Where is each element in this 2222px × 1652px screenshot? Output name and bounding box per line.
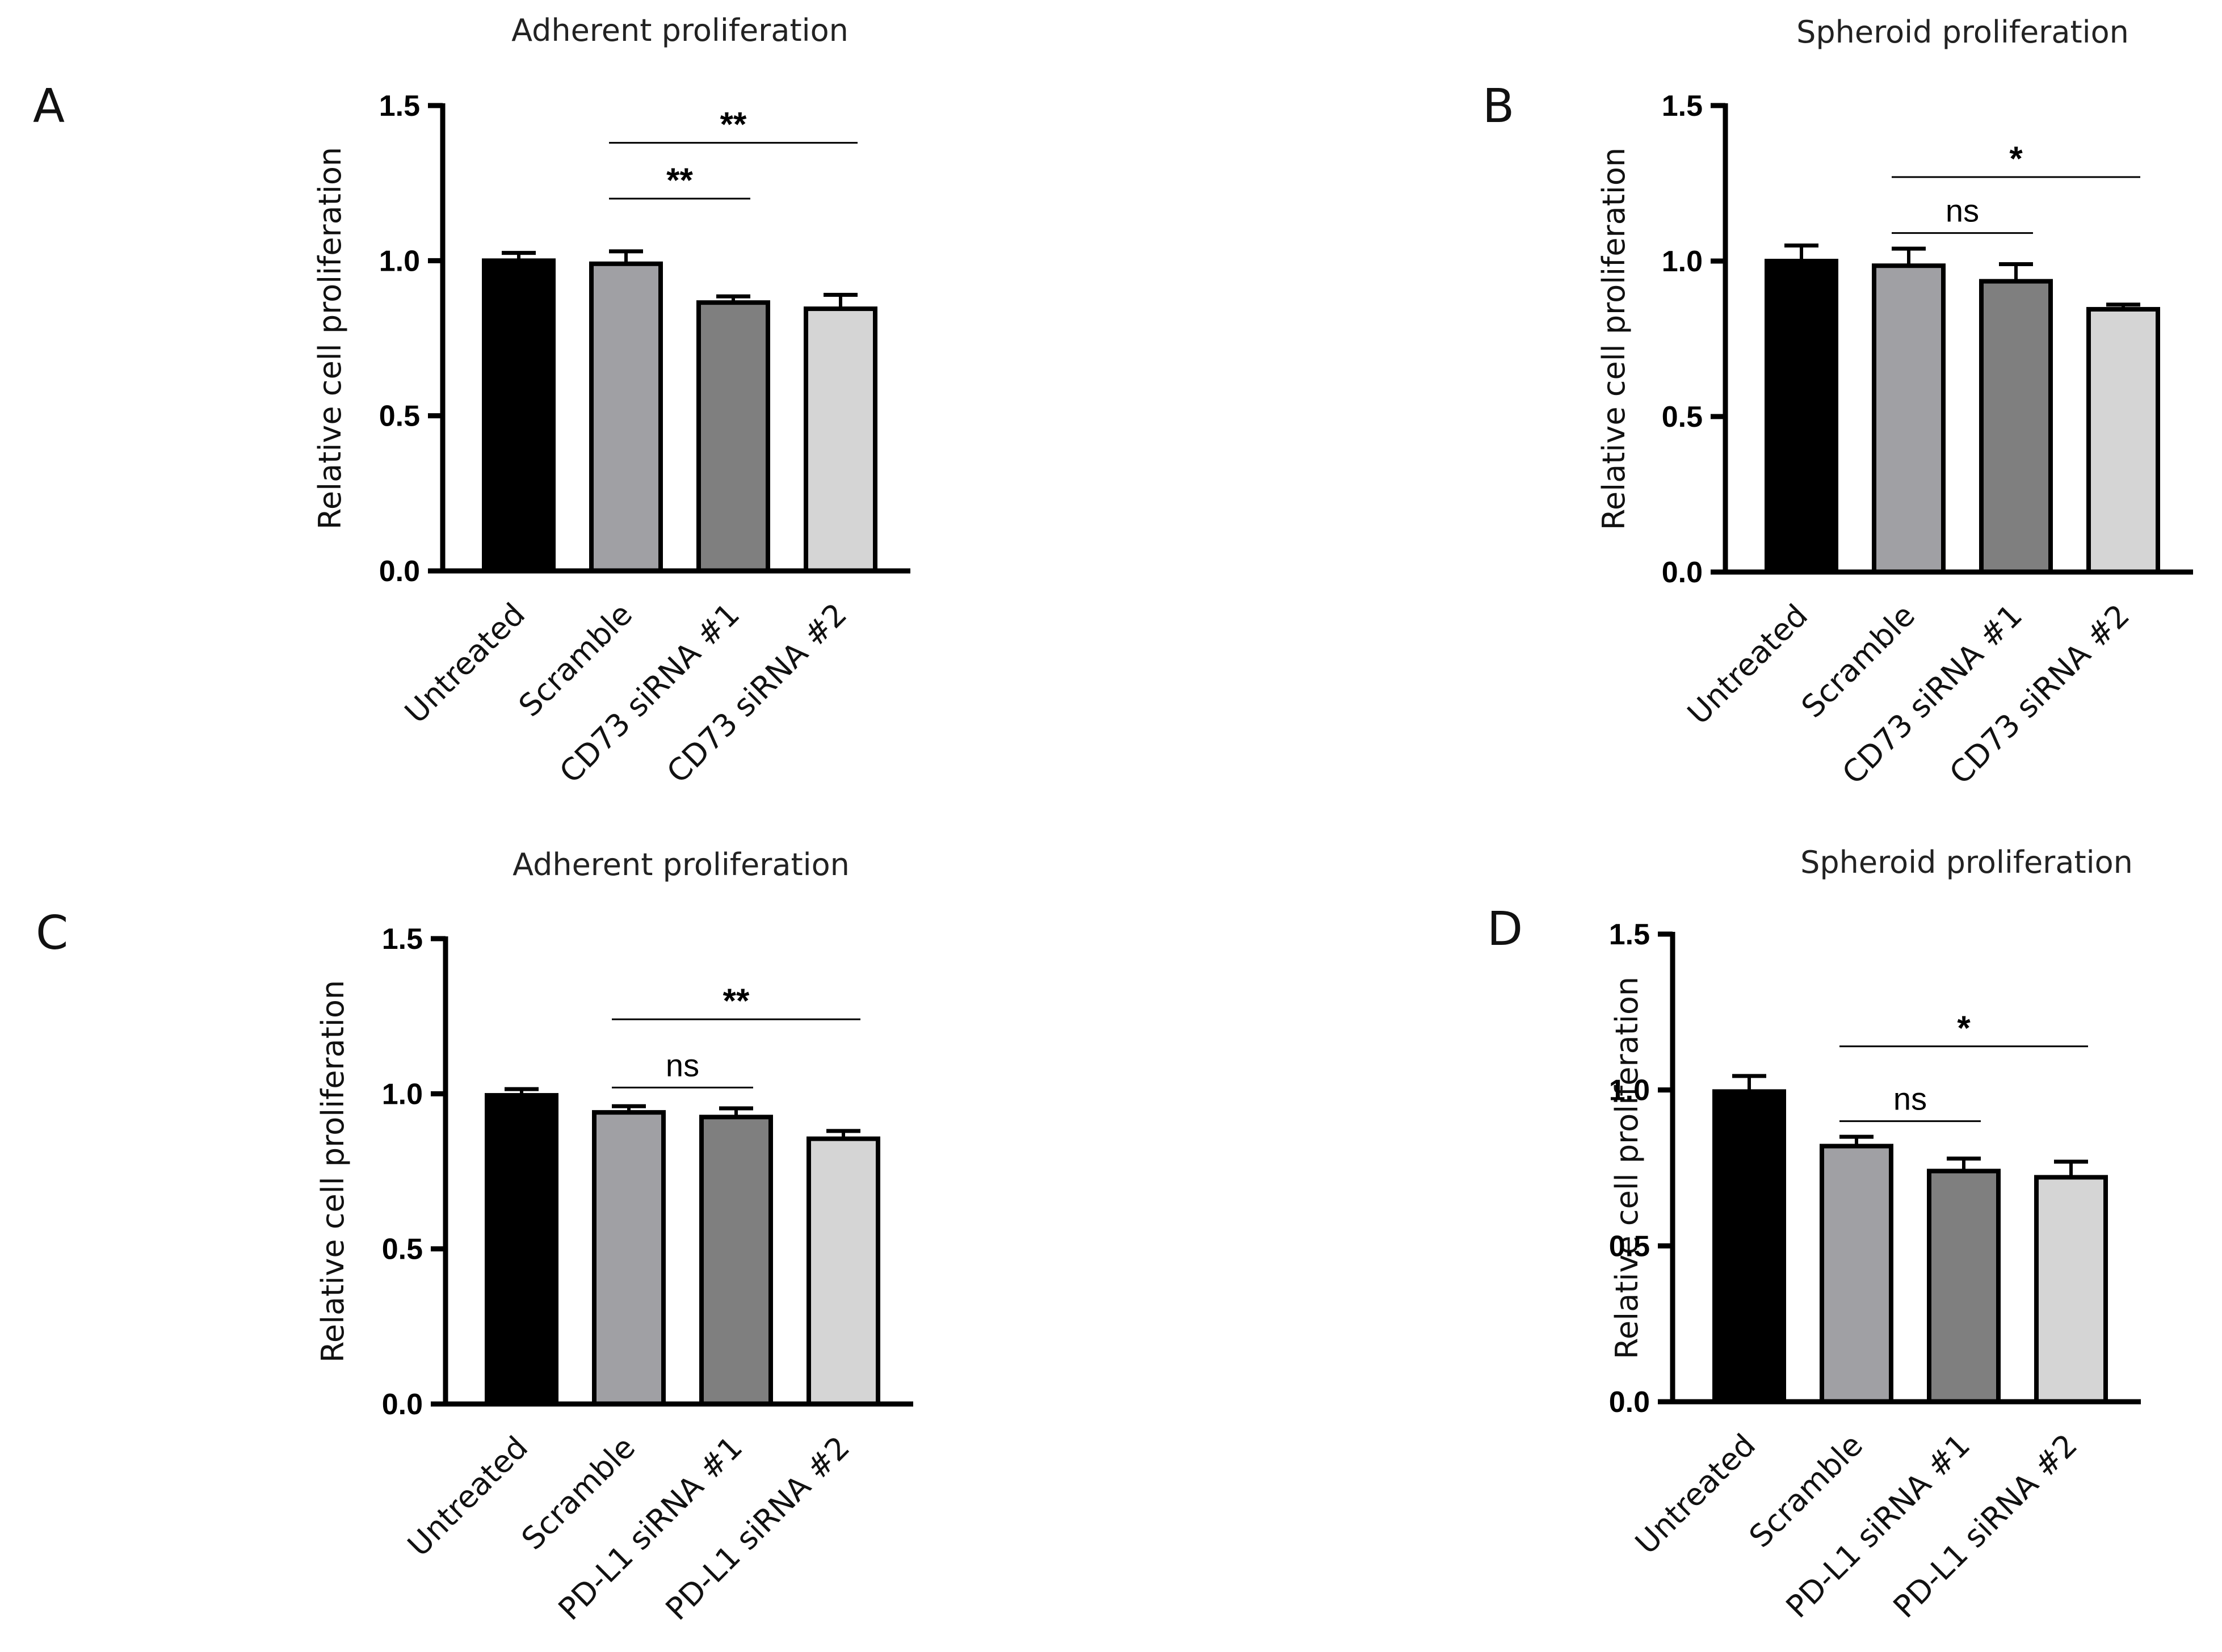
x-tick-label: PD-L1 siRNA #1: [1779, 1427, 1977, 1625]
significance-label: **: [720, 106, 747, 144]
y-tick-label: 0.5: [1609, 1230, 1650, 1263]
panel-d: D Spheroid proliferation Relative cell pro…: [1487, 844, 2141, 1625]
panel-label: D: [1487, 902, 1523, 956]
bar-3: [699, 1115, 773, 1407]
x-tick-label: Untreated: [1628, 1427, 1762, 1561]
significance-label: *: [2009, 140, 2023, 178]
significance-label: **: [723, 982, 750, 1020]
y-axis-label: Relative cell proliferation: [1596, 148, 1632, 530]
panel-label: C: [36, 906, 68, 960]
y-tick-label: 0.5: [382, 1233, 423, 1266]
chart-title: Spheroid proliferation: [1800, 844, 2133, 880]
y-tick-label: 0.0: [1609, 1386, 1650, 1419]
chart-title: Adherent proliferation: [511, 12, 849, 48]
bar-3: [696, 300, 770, 574]
panel-a: A Adherent proliferation Relative cell pro…: [33, 12, 910, 790]
panel-label: A: [33, 79, 65, 133]
x-tick-label: Untreated: [401, 1430, 535, 1563]
bar-4: [804, 306, 877, 573]
significance-label: *: [1957, 1009, 1971, 1047]
panel-label: B: [1482, 79, 1514, 133]
significance-label: ns: [666, 1047, 699, 1083]
x-tick-label: CD73 siRNA #2: [1943, 598, 2136, 791]
y-tick-label: 1.0: [379, 245, 420, 278]
y-tick-label: 1.0: [1662, 245, 1703, 278]
x-tick-label: CD73 siRNA #2: [660, 596, 854, 790]
x-tick-label: PD-L1 siRNA #1: [552, 1430, 750, 1628]
bar-4: [2034, 1175, 2108, 1404]
bar-1: [482, 258, 556, 574]
y-tick-label: 0.0: [1662, 556, 1703, 589]
panel-b: B Spheroid proliferation Relative cell pro…: [1482, 14, 2193, 791]
bar-3: [1979, 279, 2053, 574]
bar-1: [1765, 259, 1838, 574]
chart-title: Adherent proliferation: [513, 847, 850, 882]
y-tick-label: 1.5: [382, 923, 423, 956]
y-axis-label: Relative cell proliferation: [312, 147, 348, 529]
y-tick-label: 1.5: [1609, 918, 1650, 951]
x-tick-label: Untreated: [1681, 598, 1814, 732]
bar-3: [1927, 1168, 2001, 1405]
y-tick-label: 0.5: [379, 400, 420, 433]
bar-2: [589, 261, 663, 573]
y-tick-label: 0.5: [1662, 401, 1703, 434]
x-tick-label: CD73 siRNA #1: [1835, 598, 2029, 791]
bar-2: [1820, 1144, 1893, 1404]
y-axis-label: Relative cell proliferation: [315, 980, 351, 1363]
bar-1: [1712, 1089, 1786, 1404]
x-tick-label: PD-L1 siRNA #2: [659, 1430, 857, 1628]
chart-title: Spheroid proliferation: [1796, 14, 2129, 50]
bar-1: [485, 1093, 558, 1406]
x-tick-label: Untreated: [398, 596, 532, 730]
x-tick-label: PD-L1 siRNA #2: [1887, 1427, 2085, 1625]
y-tick-label: 1.5: [1662, 90, 1703, 123]
y-tick-label: 1.0: [1609, 1074, 1650, 1107]
y-tick-label: 1.5: [379, 90, 420, 123]
panel-c: C Adherent proliferation Relative cell pro…: [36, 847, 913, 1627]
bar-4: [2086, 306, 2160, 574]
significance-label: ns: [1946, 193, 1979, 229]
bar-4: [807, 1136, 880, 1406]
y-axis-label: Relative cell proliferation: [1609, 977, 1645, 1359]
y-tick-label: 0.0: [382, 1388, 423, 1421]
significance-label: **: [666, 161, 693, 199]
bar-2: [1872, 263, 1946, 575]
x-tick-label: CD73 siRNA #1: [553, 596, 746, 790]
bar-2: [592, 1110, 666, 1406]
y-tick-label: 1.0: [382, 1078, 423, 1111]
significance-label: ns: [1893, 1081, 1927, 1117]
y-tick-label: 0.0: [379, 555, 420, 588]
